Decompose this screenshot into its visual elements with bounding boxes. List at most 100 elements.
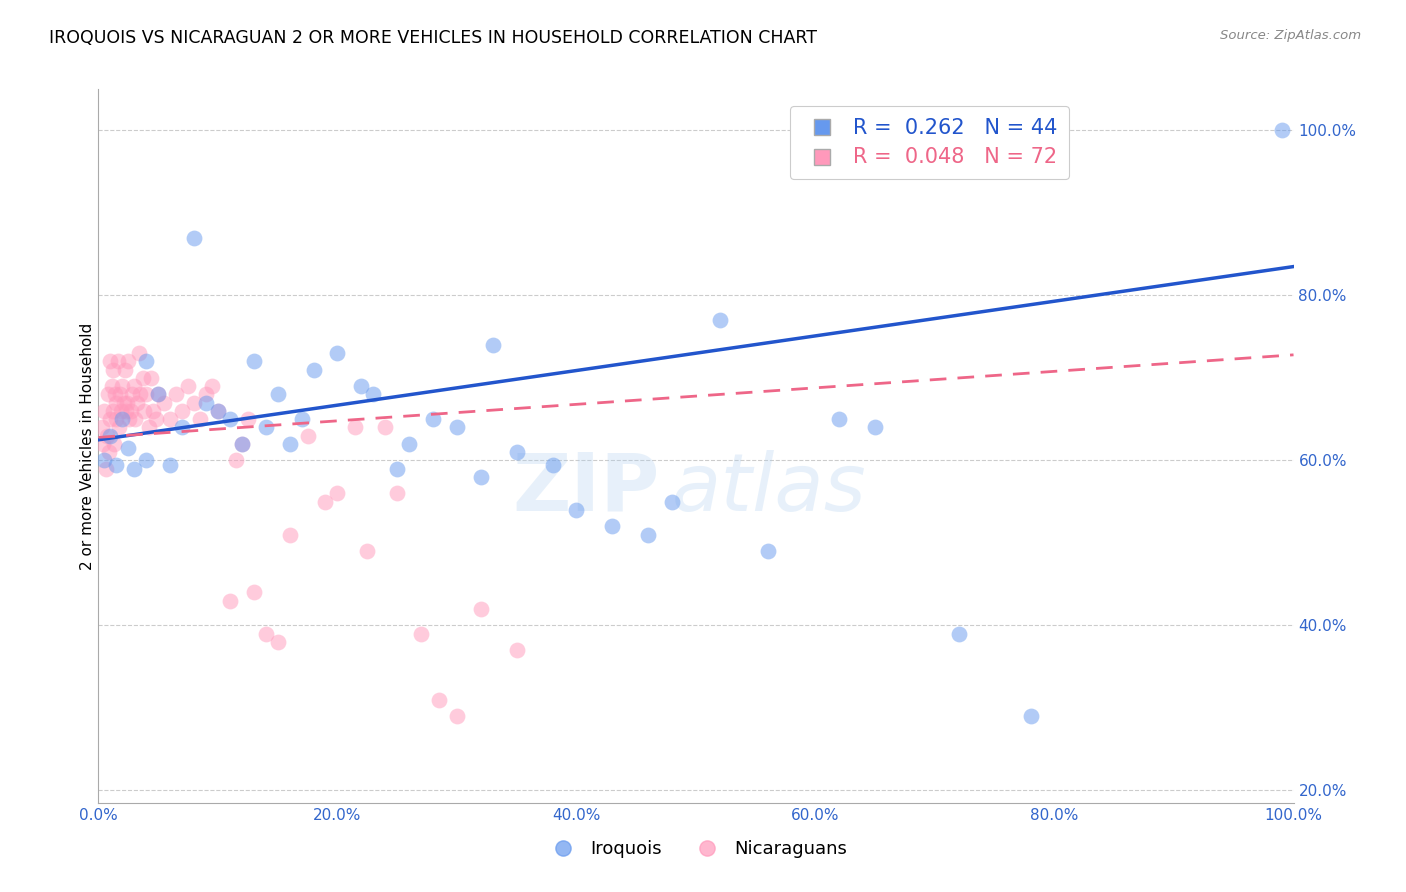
Point — [118, 412, 141, 426]
Point — [91, 420, 114, 434]
Point — [120, 404, 142, 418]
Point — [541, 458, 564, 472]
Point — [98, 412, 122, 426]
Point — [506, 445, 529, 459]
Point — [96, 428, 118, 442]
Point — [128, 346, 150, 360]
Point — [297, 428, 319, 442]
Point — [107, 420, 129, 434]
Text: ZIP: ZIP — [513, 450, 661, 528]
Point — [148, 387, 170, 401]
Point — [183, 395, 205, 409]
Point — [363, 387, 385, 401]
Point — [101, 404, 124, 418]
Point — [159, 412, 181, 426]
Point — [602, 519, 624, 533]
Point — [344, 420, 367, 434]
Point — [756, 544, 779, 558]
Point — [135, 354, 157, 368]
Point — [172, 420, 194, 434]
Y-axis label: 2 or more Vehicles in Household: 2 or more Vehicles in Household — [80, 322, 94, 570]
Point — [114, 362, 136, 376]
Point — [411, 626, 433, 640]
Text: Source: ZipAtlas.com: Source: ZipAtlas.com — [1220, 29, 1361, 42]
Point — [243, 585, 266, 599]
Point — [139, 371, 162, 385]
Point — [278, 527, 301, 541]
Point — [107, 354, 129, 368]
Point — [93, 404, 115, 418]
Point — [101, 362, 124, 376]
Point — [350, 379, 373, 393]
Point — [135, 453, 157, 467]
Point — [637, 527, 659, 541]
Point — [385, 486, 409, 500]
Point — [470, 470, 492, 484]
Point — [172, 404, 194, 418]
Point — [115, 404, 138, 418]
Point — [112, 395, 135, 409]
Point — [326, 346, 349, 360]
Point — [291, 412, 314, 426]
Point — [315, 494, 337, 508]
Point — [105, 395, 128, 409]
Point — [446, 420, 468, 434]
Point — [1271, 123, 1294, 137]
Point — [225, 453, 247, 467]
Point — [148, 387, 170, 401]
Point — [201, 379, 224, 393]
Point — [105, 458, 128, 472]
Point — [948, 626, 970, 640]
Point — [103, 437, 125, 451]
Point — [145, 412, 167, 426]
Point — [470, 602, 492, 616]
Point — [326, 486, 349, 500]
Point — [111, 412, 134, 426]
Point — [267, 635, 290, 649]
Point — [398, 437, 420, 451]
Point — [97, 387, 120, 401]
Point — [865, 420, 887, 434]
Point — [565, 503, 588, 517]
Point — [110, 404, 132, 418]
Point — [207, 404, 229, 418]
Point — [135, 387, 157, 401]
Point — [236, 412, 259, 426]
Point — [254, 626, 277, 640]
Point — [278, 437, 301, 451]
Point — [117, 354, 139, 368]
Point — [195, 395, 218, 409]
Point — [124, 412, 146, 426]
Point — [481, 338, 505, 352]
Point — [243, 354, 266, 368]
Point — [98, 445, 121, 459]
Point — [446, 709, 468, 723]
Point — [709, 313, 731, 327]
Point — [124, 461, 146, 475]
Point — [121, 387, 143, 401]
Point — [427, 692, 450, 706]
Point — [219, 593, 242, 607]
Point — [94, 461, 117, 475]
Point — [195, 387, 218, 401]
Point — [131, 371, 153, 385]
Point — [254, 420, 277, 434]
Point — [117, 441, 139, 455]
Point — [105, 412, 128, 426]
Point — [111, 379, 134, 393]
Point — [93, 453, 115, 467]
Legend: Iroquois, Nicaraguans: Iroquois, Nicaraguans — [538, 833, 853, 865]
Point — [231, 437, 253, 451]
Point — [207, 404, 229, 418]
Point — [356, 544, 378, 558]
Point — [183, 230, 205, 244]
Point — [115, 395, 138, 409]
Point — [385, 461, 409, 475]
Point — [91, 437, 114, 451]
Point — [98, 354, 122, 368]
Point — [267, 387, 290, 401]
Point — [153, 395, 176, 409]
Point — [142, 404, 165, 418]
Point — [129, 387, 152, 401]
Point — [1019, 709, 1042, 723]
